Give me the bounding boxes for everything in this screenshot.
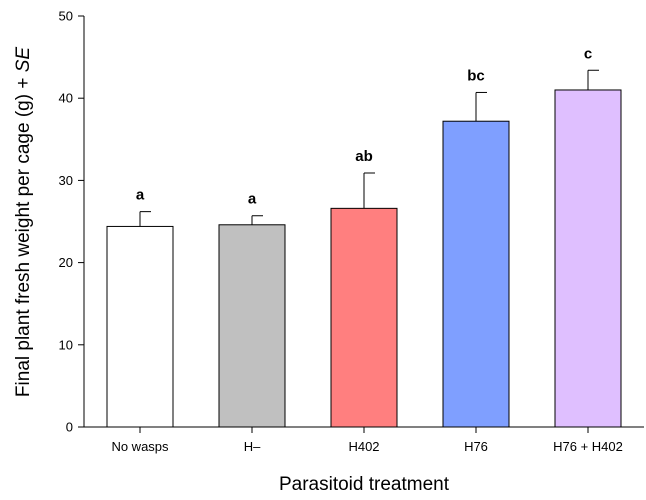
error-bars-layer <box>139 69 599 227</box>
y-tick-label: 0 <box>66 420 73 435</box>
x-tick-label: H76 <box>464 439 488 454</box>
bar <box>218 224 286 428</box>
significance-label: a <box>248 191 257 208</box>
y-tick-label: 40 <box>59 91 73 106</box>
significance-label: a <box>136 187 145 204</box>
significance-label: ab <box>355 148 373 165</box>
y-tick-label: 30 <box>59 173 73 188</box>
bars-layer <box>106 89 622 428</box>
x-tick-label: No wasps <box>111 439 169 454</box>
bar <box>554 89 622 428</box>
y-tick-label: 20 <box>59 255 73 270</box>
y-axis-title-italic: SE <box>13 47 34 73</box>
bar <box>106 225 174 428</box>
axes-layer <box>78 15 644 433</box>
y-tick-label: 50 <box>59 9 73 24</box>
x-tick-label: H– <box>244 439 261 454</box>
x-axis-title: Parasitoid treatment <box>279 474 450 495</box>
y-axis-title: Final plant fresh weight per cage (g) + … <box>13 47 34 397</box>
labels-layer: a No wasps a H– ab H402 bc H76 c H76 + H402 0 10 20 3… <box>59 9 623 455</box>
significance-label: bc <box>467 67 485 84</box>
bar <box>330 207 398 428</box>
x-tick-label: H76 + H402 <box>553 439 623 454</box>
y-axis-title-main: Final plant fresh weight per cage (g) + <box>13 72 34 397</box>
significance-label: c <box>584 45 592 62</box>
y-tick-label: 10 <box>59 337 73 352</box>
bar <box>442 120 510 428</box>
x-tick-label: H402 <box>348 439 379 454</box>
